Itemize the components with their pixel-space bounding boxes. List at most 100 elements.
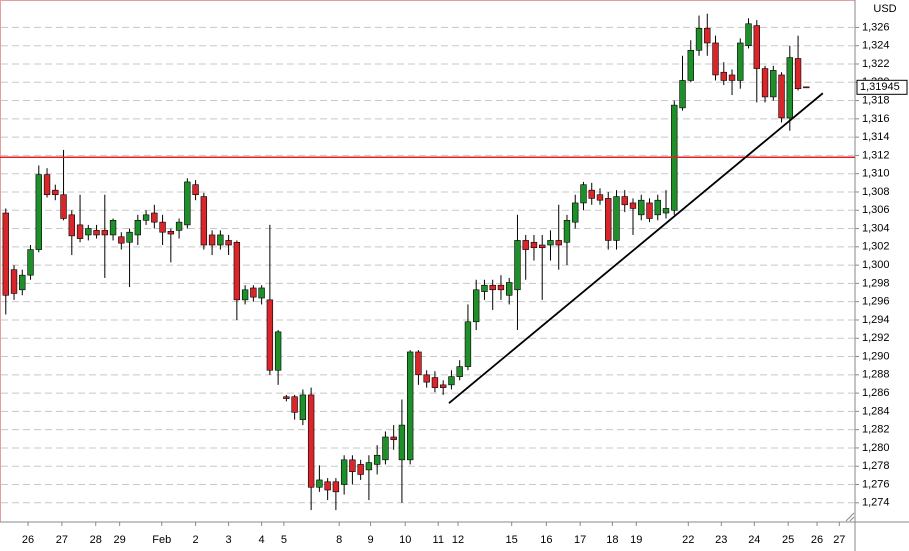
candle-body — [76, 224, 84, 239]
candle-body — [786, 57, 793, 119]
y-tick-label: 1,288 — [862, 369, 890, 381]
y-tick-label: 1,278 — [862, 460, 890, 472]
candle-body — [605, 198, 612, 241]
candle-body — [555, 240, 562, 246]
candle-body — [118, 236, 125, 244]
y-tick-label: 1,312 — [862, 149, 890, 161]
candle-body — [588, 189, 595, 199]
y-tick-label: 1,316 — [862, 113, 890, 125]
candle-body — [530, 241, 538, 249]
x-tick-label: Feb — [152, 534, 171, 546]
candle-body — [299, 394, 307, 420]
candle-body — [448, 376, 455, 386]
candle-body — [357, 464, 364, 475]
candle-body — [406, 351, 414, 461]
x-tick-label: 12 — [452, 534, 464, 546]
y-tick-label: 1,300 — [862, 259, 890, 271]
x-tick-label: 26 — [811, 534, 823, 546]
candle-body — [563, 220, 571, 243]
candle-body — [365, 462, 373, 471]
candle-body — [720, 71, 727, 81]
candle-body — [654, 199, 661, 216]
candle-body — [745, 23, 752, 47]
candle-body — [307, 394, 315, 488]
x-tick-label: 18 — [606, 534, 618, 546]
candle-body — [10, 269, 18, 294]
candle-body — [233, 241, 241, 301]
y-tick-label: 1,318 — [862, 94, 890, 106]
candle-body — [596, 194, 604, 201]
candle-body — [778, 74, 785, 119]
trend-line — [448, 92, 824, 404]
candle-body — [60, 194, 67, 219]
candle-body — [192, 184, 199, 196]
candle-body — [151, 212, 158, 223]
y-tick-label: 1,322 — [862, 58, 890, 70]
y-tick-label: 1,296 — [862, 296, 890, 308]
y-tick-label: 1,280 — [862, 442, 890, 454]
candle-body — [340, 459, 348, 485]
y-tick-label: 1,304 — [862, 222, 890, 234]
candle-body — [184, 181, 191, 226]
candle-body — [35, 174, 42, 250]
candle-body — [712, 42, 719, 76]
x-tick-label: 15 — [506, 534, 518, 546]
y-tick-label: 1,310 — [862, 168, 890, 180]
y-tick-label: 1,276 — [862, 478, 890, 490]
candle-body — [258, 287, 265, 299]
candle-body — [770, 70, 777, 98]
candle-body — [266, 299, 274, 371]
x-tick-label: 9 — [367, 534, 373, 546]
x-tick-label: 24 — [748, 534, 760, 546]
y-tick-label: 1,292 — [862, 332, 890, 344]
candle-body — [753, 25, 760, 69]
y-tick-label: 1,306 — [862, 204, 890, 216]
candle-body — [159, 221, 166, 233]
candle-body — [431, 377, 439, 388]
y-tick-label: 1,286 — [862, 387, 890, 399]
candle-body — [547, 240, 554, 246]
candle-body — [324, 481, 331, 491]
x-tick-label: 28 — [90, 534, 102, 546]
candle-body — [101, 230, 109, 236]
x-tick-label: 10 — [399, 534, 411, 546]
candle-body — [43, 174, 51, 196]
y-tick-label: 1,314 — [862, 131, 890, 143]
candle-body — [728, 74, 736, 81]
y-tick-label: 1,282 — [862, 424, 890, 436]
candle-body — [382, 436, 389, 461]
candle-body — [522, 240, 529, 250]
candle-body — [761, 68, 769, 98]
y-tick-label: 1,290 — [862, 350, 890, 362]
candle-body — [316, 479, 323, 488]
candle-body — [572, 202, 579, 223]
candle-body — [250, 287, 257, 298]
x-tick-label: 29 — [114, 534, 126, 546]
candle-body — [629, 202, 637, 209]
candle-body — [539, 244, 546, 249]
x-tick-label: 26 — [22, 534, 34, 546]
candle-body — [439, 384, 447, 388]
candle-body — [489, 284, 496, 291]
candle-body — [415, 351, 422, 376]
x-tick-label: 11 — [433, 534, 444, 546]
x-tick-label: 22 — [682, 534, 694, 546]
y-tick-label: 1,294 — [862, 314, 890, 326]
candle-body — [638, 199, 645, 216]
candle-body — [85, 228, 92, 236]
x-tick-label: 5 — [281, 534, 287, 546]
candle-body — [274, 331, 282, 371]
candle-body — [19, 274, 26, 291]
candle-body — [68, 214, 75, 237]
candle-body — [225, 240, 232, 246]
candle-body — [794, 58, 802, 89]
candle-body — [93, 230, 100, 236]
candle-body — [217, 234, 224, 246]
candle-body — [332, 481, 340, 493]
candle-body — [679, 80, 686, 109]
candle-body — [514, 240, 521, 291]
candle-body — [423, 374, 430, 383]
y-tick-label: 1,284 — [862, 405, 890, 417]
